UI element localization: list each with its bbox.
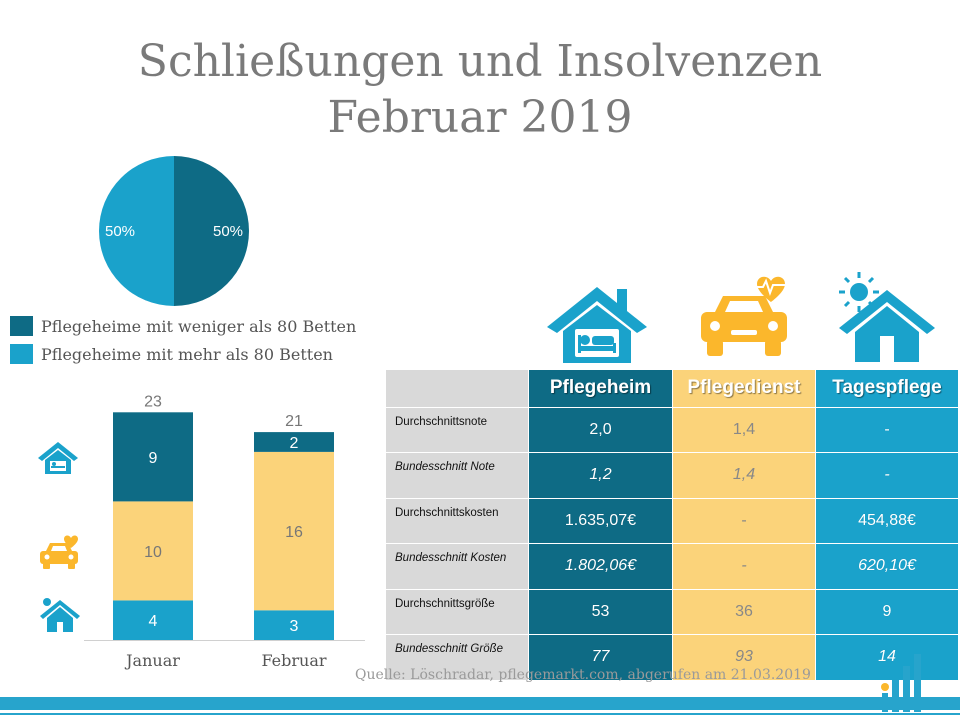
- pie-slice: [99, 156, 174, 306]
- legend-item-large-homes: Pflegeheime mit mehr als 80 Betten: [10, 340, 356, 368]
- pie-slice-label: 50%: [105, 223, 135, 240]
- table-cell: -: [672, 497, 816, 544]
- table-row: Durchschnittskosten 1.635,07€ - 454,88€: [385, 497, 959, 544]
- car-heart-icon: [40, 535, 78, 569]
- footer-line: [0, 713, 960, 715]
- bar-data-label: 10: [144, 544, 162, 561]
- bar-segment: [113, 501, 193, 601]
- table-cell: 1,4: [672, 452, 816, 499]
- table-header-empty: [385, 369, 529, 408]
- table-cell: 1.802,06€: [528, 543, 673, 590]
- table-row: Durchschnittsgröße 53 36 9: [385, 588, 959, 635]
- legend-item-small-homes: Pflegeheime mit weniger als 80 Betten: [10, 312, 356, 340]
- table-row: Bundesschnitt Kosten 1.802,06€ - 620,10€: [385, 543, 959, 590]
- table-header-pflegeheim: Pflegeheim: [528, 369, 673, 408]
- house-sun-icon: [839, 272, 935, 362]
- bar-segment: [113, 600, 193, 640]
- table-row: Bundesschnitt Größe 77 93 14: [385, 634, 959, 681]
- bar-total-label: 21: [285, 413, 303, 430]
- footer-bar: [0, 697, 960, 710]
- table-row: Bundesschnitt Note 1,2 1,4 -: [385, 452, 959, 499]
- row-label: Bundesschnitt Kosten: [385, 543, 529, 590]
- bar-data-label: 9: [149, 450, 158, 467]
- table-cell: -: [815, 406, 959, 453]
- table-cell: 2,0: [528, 406, 673, 453]
- bar-segment: [254, 610, 334, 640]
- pie-slice-label: 50%: [213, 223, 243, 240]
- pie-legend: Pflegeheime mit weniger als 80 Betten Pf…: [10, 312, 356, 368]
- chart-title-line-2: Februar 2019: [327, 92, 633, 143]
- table-cell: 620,10€: [815, 543, 959, 590]
- table-cell: 77: [528, 634, 673, 681]
- table-header-tagespflege: Tagespflege: [815, 369, 959, 408]
- bar-segment: [254, 432, 334, 452]
- row-label: Durchschnittskosten: [385, 497, 529, 544]
- table-cell: 93: [672, 634, 816, 681]
- bar-segment: [254, 451, 334, 611]
- legend-label: Pflegeheime mit weniger als 80 Betten: [41, 316, 357, 336]
- house-bed-icon: [547, 287, 647, 363]
- bar-segment: [113, 412, 193, 502]
- table-cell: 1,4: [672, 406, 816, 453]
- x-tick-label: Januar: [124, 651, 180, 670]
- bar-data-label: 16: [285, 524, 303, 541]
- table-cell: 1.635,07€: [528, 497, 673, 544]
- table-cell: 53: [528, 588, 673, 635]
- source-note: Quelle: Löschradar, pflegemarkt.com, abg…: [355, 667, 811, 683]
- comparison-table: Pflegeheim Pflegedienst Tagespflege Durc…: [385, 369, 959, 681]
- table-cell: 9: [815, 588, 959, 635]
- table-cell: 36: [672, 588, 816, 635]
- table-cell: -: [815, 452, 959, 499]
- table-header-pflegedienst: Pflegedienst: [672, 369, 816, 408]
- bar-total-label: 23: [144, 393, 162, 410]
- table-cell: 454,88€: [815, 497, 959, 544]
- bar-data-label: 3: [290, 618, 299, 635]
- house-sun-icon: [40, 598, 80, 632]
- stacked-bar-chart: 4 10 9 23 Januar 3 16 2 21 Februar: [38, 393, 365, 670]
- car-heart-icon: [701, 276, 787, 356]
- table-cell: 14: [815, 634, 959, 681]
- bar-data-label: 2: [290, 435, 299, 452]
- row-label: Durchschnittsnote: [385, 406, 529, 453]
- table-cell: -: [672, 543, 816, 590]
- row-label: Bundesschnitt Note: [385, 452, 529, 499]
- pie-slice: [174, 156, 249, 306]
- table-row: Durchschnittsnote 2,0 1,4 -: [385, 406, 959, 453]
- bar-data-label: 4: [149, 613, 158, 630]
- table-cell: 1,2: [528, 452, 673, 499]
- house-bed-icon: [38, 442, 78, 474]
- x-tick-label: Februar: [261, 651, 326, 670]
- table-header-row: Pflegeheim Pflegedienst Tagespflege: [385, 369, 959, 408]
- pie-chart: 50% 50%: [99, 156, 249, 306]
- legend-swatch-light: [10, 344, 33, 364]
- legend-swatch-dark: [10, 316, 33, 336]
- row-label: Durchschnittsgröße: [385, 588, 529, 635]
- row-label: Bundesschnitt Größe: [385, 634, 529, 681]
- chart-title-line-1: Schließungen und Insolvenzen: [137, 36, 823, 87]
- legend-label: Pflegeheime mit mehr als 80 Betten: [41, 344, 333, 364]
